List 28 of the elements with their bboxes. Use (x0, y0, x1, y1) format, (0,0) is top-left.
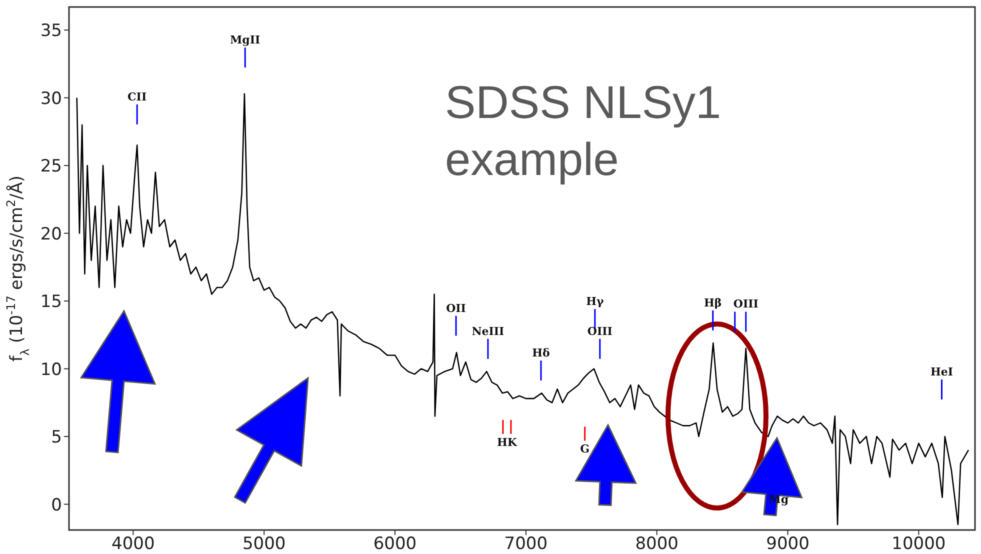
x-tick-label: 9000 (766, 534, 810, 554)
x-tick-label: 8000 (635, 534, 678, 554)
y-tick-label: 25 (40, 156, 62, 177)
annotation: Hγ (586, 295, 604, 308)
x-tick-label: 4000 (112, 534, 155, 554)
annotation: OIII (733, 298, 758, 311)
x-tick-label: 7000 (504, 534, 548, 554)
x-tick-label: 6000 (373, 534, 417, 554)
annotation: HeI (930, 365, 954, 378)
x-tick-label: 5000 (242, 534, 286, 554)
annotation: NeIII (472, 324, 504, 338)
annotation: Hδ (532, 346, 550, 360)
annotation: G (580, 442, 590, 456)
y-tick-label: 10 (40, 360, 62, 380)
annotation: OII (446, 302, 466, 315)
annotation: Hβ (704, 296, 722, 310)
annotation: MgII (230, 34, 260, 47)
y-tick-label: 0 (51, 495, 62, 516)
annotation: SDSS NLSy1 example (445, 76, 722, 185)
annotation: CII (128, 90, 147, 104)
annotation: OIII (587, 324, 612, 338)
y-tick-label: 5 (51, 428, 62, 448)
y-tick-label: 30 (40, 88, 62, 109)
y-tick-label: 15 (40, 292, 62, 312)
annotation: HK (496, 436, 518, 449)
x-tick-label: 10000 (892, 534, 946, 554)
y-tick-label: 35 (40, 21, 62, 42)
y-tick-label: 20 (40, 224, 62, 244)
